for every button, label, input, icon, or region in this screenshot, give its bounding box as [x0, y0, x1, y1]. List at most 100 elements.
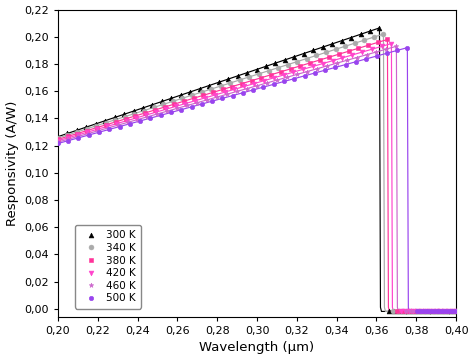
420 K: [75, 133, 81, 137]
340 K: [285, 63, 291, 67]
460 K: [234, 89, 240, 94]
340 K: [342, 44, 348, 49]
380 K: [55, 137, 61, 141]
500 K: [292, 76, 297, 81]
420 K: [261, 78, 267, 83]
380 K: [288, 67, 293, 71]
340 K: [294, 59, 300, 64]
340 K: [323, 50, 329, 55]
Legend: 300 K, 340 K, 380 K, 420 K, 460 K, 500 K: 300 K, 340 K, 380 K, 420 K, 460 K, 500 K: [75, 225, 141, 309]
300 K: [225, 77, 231, 81]
340 K: [371, 35, 377, 39]
500 K: [261, 85, 266, 89]
500 K: [230, 93, 236, 98]
500 K: [281, 79, 287, 84]
460 K: [224, 92, 230, 96]
300 K: [178, 93, 184, 97]
420 K: [320, 62, 326, 66]
Y-axis label: Responsivity (A/W): Responsivity (A/W): [6, 100, 18, 226]
380 K: [317, 58, 322, 62]
420 K: [173, 104, 178, 109]
500 K: [137, 119, 143, 123]
300 K: [197, 86, 202, 91]
420 K: [301, 67, 306, 71]
340 K: [381, 32, 386, 36]
300 K: [310, 48, 316, 53]
Line: 420 K: 420 K: [55, 41, 394, 143]
500 K: [322, 68, 328, 72]
340 K: [333, 47, 338, 51]
300 K: [282, 58, 288, 62]
460 K: [55, 140, 61, 144]
420 K: [359, 50, 365, 54]
340 K: [246, 75, 252, 79]
300 K: [348, 35, 354, 40]
380 K: [307, 61, 313, 65]
300 K: [235, 74, 240, 78]
500 K: [240, 91, 246, 95]
420 K: [281, 73, 286, 77]
460 K: [304, 69, 310, 74]
460 K: [174, 106, 180, 111]
300 K: [169, 96, 174, 100]
500 K: [353, 59, 359, 64]
420 K: [94, 127, 100, 131]
300 K: [140, 106, 146, 110]
460 K: [264, 81, 270, 85]
340 K: [170, 99, 176, 103]
500 K: [199, 102, 205, 106]
460 K: [135, 117, 140, 122]
500 K: [75, 136, 81, 140]
460 K: [294, 72, 300, 77]
500 K: [65, 139, 71, 143]
420 K: [143, 113, 149, 117]
340 K: [122, 114, 128, 119]
380 K: [65, 134, 71, 139]
300 K: [339, 39, 345, 43]
420 K: [251, 81, 257, 86]
300 K: [216, 80, 221, 85]
380 K: [201, 93, 206, 98]
500 K: [219, 96, 225, 100]
300 K: [329, 42, 335, 46]
500 K: [374, 54, 379, 58]
340 K: [199, 90, 204, 94]
380 K: [172, 102, 177, 106]
500 K: [168, 110, 174, 114]
300 K: [320, 45, 326, 49]
460 K: [393, 44, 399, 49]
500 K: [189, 105, 194, 109]
500 K: [209, 99, 215, 103]
500 K: [312, 71, 318, 75]
340 K: [93, 123, 99, 128]
340 K: [256, 72, 262, 76]
500 K: [96, 130, 102, 134]
460 K: [145, 114, 150, 119]
X-axis label: Wavelength (μm): Wavelength (μm): [200, 341, 315, 355]
460 K: [105, 126, 110, 130]
420 K: [65, 136, 71, 140]
340 K: [218, 84, 224, 88]
500 K: [343, 62, 348, 67]
500 K: [404, 45, 410, 50]
500 K: [271, 82, 276, 86]
500 K: [147, 116, 153, 120]
340 K: [237, 78, 243, 82]
460 K: [95, 129, 100, 133]
420 K: [369, 47, 374, 51]
460 K: [125, 120, 130, 125]
460 K: [85, 131, 91, 136]
380 K: [162, 105, 167, 109]
380 K: [365, 43, 371, 48]
380 K: [327, 55, 332, 59]
Line: 460 K: 460 K: [55, 44, 399, 145]
500 K: [333, 65, 338, 69]
340 K: [112, 117, 118, 122]
500 K: [107, 127, 112, 131]
380 K: [229, 84, 235, 89]
460 K: [274, 78, 280, 82]
300 K: [83, 125, 89, 129]
460 K: [364, 53, 369, 57]
380 K: [346, 49, 352, 53]
380 K: [94, 126, 100, 130]
